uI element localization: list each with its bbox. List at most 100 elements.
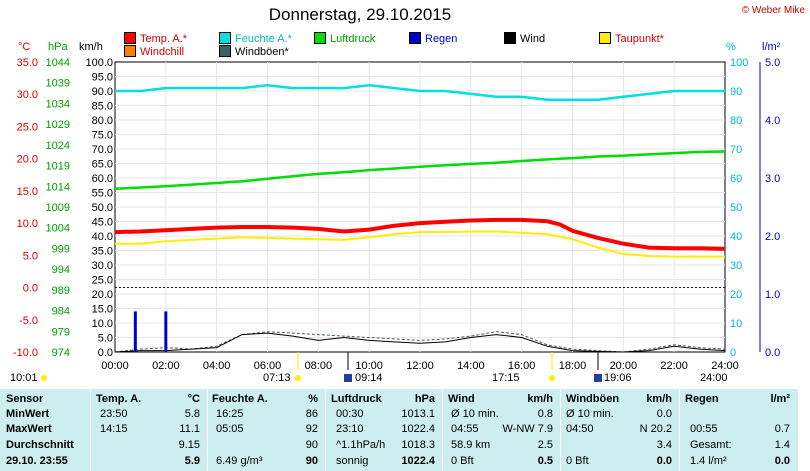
moonset-time: 19:06 [604, 372, 632, 384]
divider [679, 389, 680, 471]
pressure-value: 1013.1 [401, 408, 435, 420]
gust-value: N 20.2 [639, 423, 672, 435]
legend-label: Feuchte A.* [235, 33, 292, 45]
wind-axis-tick: 0.0 [98, 347, 113, 359]
row-label: 29.10. 23:55 [6, 455, 68, 467]
legend-label: Temp. A.* [140, 33, 188, 45]
divider [90, 389, 91, 471]
temp-axis-tick: -10.0 [13, 347, 38, 359]
wind-unit-label: km/h [79, 41, 103, 53]
wind-axis-tick: 95.0 [92, 72, 113, 84]
pressure-value: 1022.4 [401, 455, 435, 467]
pressure-axis-tick: 1034 [46, 98, 70, 110]
legend-swatch [124, 45, 136, 57]
series-windben-line [114, 331, 726, 353]
pressure-axis-tick: 1024 [46, 140, 70, 152]
rain-value: 0.0 [774, 455, 790, 467]
pressure-axis-tick: 1019 [46, 161, 70, 173]
legend-label: Windböen* [235, 46, 289, 58]
table-header: km/h [646, 393, 672, 405]
wind-axis-tick: 60.0 [92, 173, 113, 185]
table-header: Regen [685, 393, 719, 405]
pressure-time: 23:10 [336, 423, 364, 435]
divider [207, 389, 208, 471]
series-luftdruck-line [114, 150, 726, 191]
wind-value: 0.5 [537, 455, 553, 467]
sun-right-time: 24:00 [700, 372, 728, 384]
humidity-axis-tick: 50 [730, 202, 742, 214]
pressure-value: 1018.3 [401, 439, 435, 451]
wind-axis-tick: 65.0 [92, 159, 113, 171]
rain-axis-tick: 3.0 [765, 173, 780, 185]
legend-label: Wind [520, 33, 546, 45]
wind-axis-tick: 75.0 [92, 130, 113, 142]
humidity-axis-tick: 40 [730, 231, 742, 243]
wind-value: W-NW 7.9 [502, 423, 553, 435]
sunset-icon [549, 375, 555, 381]
table-header: Feuchte A. [212, 393, 268, 405]
rain-axis-tick: 5.0 [765, 57, 780, 69]
wind-axis-tick: 5.0 [98, 333, 113, 345]
temp-value: 11.1 [179, 423, 200, 435]
wind-desc: Ø 10 min. [451, 408, 499, 420]
gust-value: 0.0 [656, 455, 672, 467]
x-axis-tick: 14:00 [457, 360, 485, 372]
x-axis-tick: 22:00 [660, 360, 688, 372]
moonrise-icon [344, 374, 352, 382]
sunrise-icon [295, 375, 301, 381]
wind-axis-tick: 100.0 [85, 57, 113, 69]
gust-desc: Ø 10 min. [566, 408, 614, 420]
table-header: km/h [527, 393, 553, 405]
x-axis-tick: 18:00 [559, 360, 587, 372]
temp-axis-tick: 15.0 [17, 186, 38, 198]
humidity-axis-tick: 10 [730, 318, 742, 330]
rain-desc: 00:55 [690, 423, 718, 435]
legend-swatch [314, 32, 326, 44]
humidity-value: 90 [305, 455, 318, 467]
rain-desc: Gesamt: [690, 439, 732, 451]
humidity-axis-tick: 20 [730, 289, 742, 301]
humidity-axis-tick: 70 [730, 144, 742, 156]
wind-desc: 0 Bft [451, 455, 474, 467]
divider [560, 389, 561, 471]
gust-value: 0.0 [656, 408, 672, 420]
pressure-axis-tick: 1029 [46, 119, 70, 131]
table-header: l/m² [770, 393, 790, 405]
x-axis-tick: 10:00 [355, 360, 383, 372]
x-axis-tick: 04:00 [203, 360, 231, 372]
temp-axis-tick: 10.0 [17, 218, 38, 230]
temp-axis-tick: 20.0 [17, 154, 38, 166]
humidity-value: 86 [305, 408, 318, 420]
humidity-unit-label: % [726, 41, 736, 53]
table-header: Temp. A. [96, 393, 142, 405]
rain-axis-tick: 0.0 [765, 347, 780, 359]
x-axis-tick: 08:00 [305, 360, 333, 372]
wind-axis-tick: 90.0 [92, 86, 113, 98]
pressure-value: 1022.4 [401, 423, 435, 435]
legend-swatch [219, 32, 231, 44]
rain-axis-tick: 2.0 [765, 231, 780, 243]
wind-axis-tick: 80.0 [92, 115, 113, 127]
rain-value: 1.4 [774, 439, 790, 451]
row-label: Durchschnitt [6, 439, 74, 451]
humidity-axis-tick: 30 [730, 260, 742, 272]
pressure-time: sonnig [336, 455, 369, 467]
table-header: hPa [414, 393, 435, 405]
legend-item: Regen [409, 32, 457, 45]
page-title: Donnerstag, 29.10.2015 [268, 5, 452, 24]
wind-desc: 58.9 km [451, 439, 491, 451]
pressure-time: 00:30 [336, 408, 364, 420]
x-axis-tick: 12:00 [406, 360, 434, 372]
table-header: Sensor [6, 393, 44, 405]
temp-unit-label: °C [18, 41, 30, 53]
temp-axis-tick: 5.0 [23, 250, 38, 262]
legend-swatch [599, 32, 611, 44]
humidity-value: 90 [305, 439, 318, 451]
wind-axis-tick: 85.0 [92, 101, 113, 113]
legend-item: Wind [504, 32, 545, 45]
legend-item: Temp. A.* [124, 32, 187, 45]
legend-swatch [219, 45, 231, 57]
wind-axis-tick: 25.0 [92, 275, 113, 287]
legend-label: Taupunkt* [615, 33, 664, 45]
humidity-axis-tick: 100 [730, 57, 748, 69]
